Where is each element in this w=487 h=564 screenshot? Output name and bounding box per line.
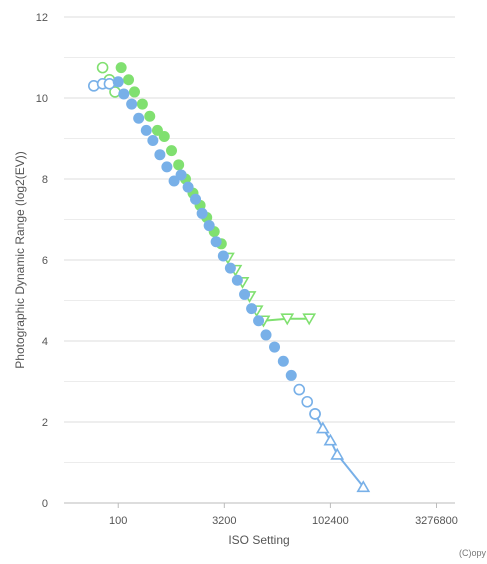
data-point	[166, 145, 178, 157]
series	[309, 408, 371, 493]
x-axis-title: ISO Setting	[228, 533, 289, 547]
data-point	[302, 313, 317, 326]
data-point	[175, 169, 187, 181]
data-point	[323, 433, 338, 446]
y-tick-label: 6	[42, 255, 48, 267]
data-point	[123, 74, 135, 86]
y-tick-label: 10	[36, 93, 48, 105]
data-point	[96, 61, 109, 74]
data-point	[246, 303, 258, 315]
data-point	[260, 329, 272, 341]
y-tick-label: 8	[42, 174, 48, 186]
x-tick-labels: 100 3200 102400 3276800	[109, 515, 458, 527]
data-point	[280, 313, 295, 326]
data-point	[269, 341, 281, 353]
copyright-credit: (C)opy	[459, 548, 487, 558]
data-point	[239, 288, 251, 300]
data-point	[173, 159, 185, 171]
y-tick-label: 0	[42, 498, 48, 510]
data-point	[147, 135, 159, 147]
x-tick-label: 102400	[312, 515, 349, 527]
data-point	[356, 480, 371, 493]
data-point	[133, 112, 145, 124]
x-tick-label: 3276800	[415, 515, 458, 527]
data-point	[203, 220, 215, 232]
y-tick-label: 4	[42, 336, 48, 348]
data-point	[118, 88, 130, 100]
data-point	[277, 355, 289, 367]
y-tick-label: 2	[42, 417, 48, 429]
data-point	[182, 181, 194, 193]
data-point	[136, 98, 148, 110]
data-point	[293, 383, 306, 396]
data-point	[140, 124, 152, 136]
data-point	[224, 262, 236, 274]
y-tick-labels: 0 2 4 6 8 10 12	[36, 12, 48, 510]
data-point	[126, 98, 138, 110]
data-point	[301, 395, 314, 408]
data-point	[161, 161, 173, 173]
x-tick-label: 3200	[212, 515, 236, 527]
data-point	[144, 110, 156, 122]
data-point	[128, 86, 140, 98]
data-point	[158, 130, 170, 142]
data-point	[210, 236, 222, 248]
data-point	[285, 369, 297, 381]
grid-lines	[64, 16, 455, 508]
data-point	[115, 62, 127, 74]
data-point	[253, 315, 265, 327]
data-point	[103, 78, 116, 90]
data-point	[190, 193, 202, 205]
series	[96, 61, 271, 328]
data-point	[309, 408, 321, 420]
series	[256, 313, 317, 328]
data-point	[315, 421, 330, 434]
data-point	[217, 250, 229, 262]
data-point	[196, 207, 208, 219]
data-point	[112, 76, 124, 88]
data-point	[330, 447, 345, 460]
y-tick-label: 12	[36, 12, 48, 24]
data-point	[231, 274, 243, 286]
y-axis-title: Photographic Dynamic Range (log2(EV))	[13, 151, 27, 368]
data-point	[154, 149, 166, 161]
series-layer	[87, 61, 371, 493]
series	[87, 76, 321, 420]
x-tick-label: 100	[109, 515, 127, 527]
